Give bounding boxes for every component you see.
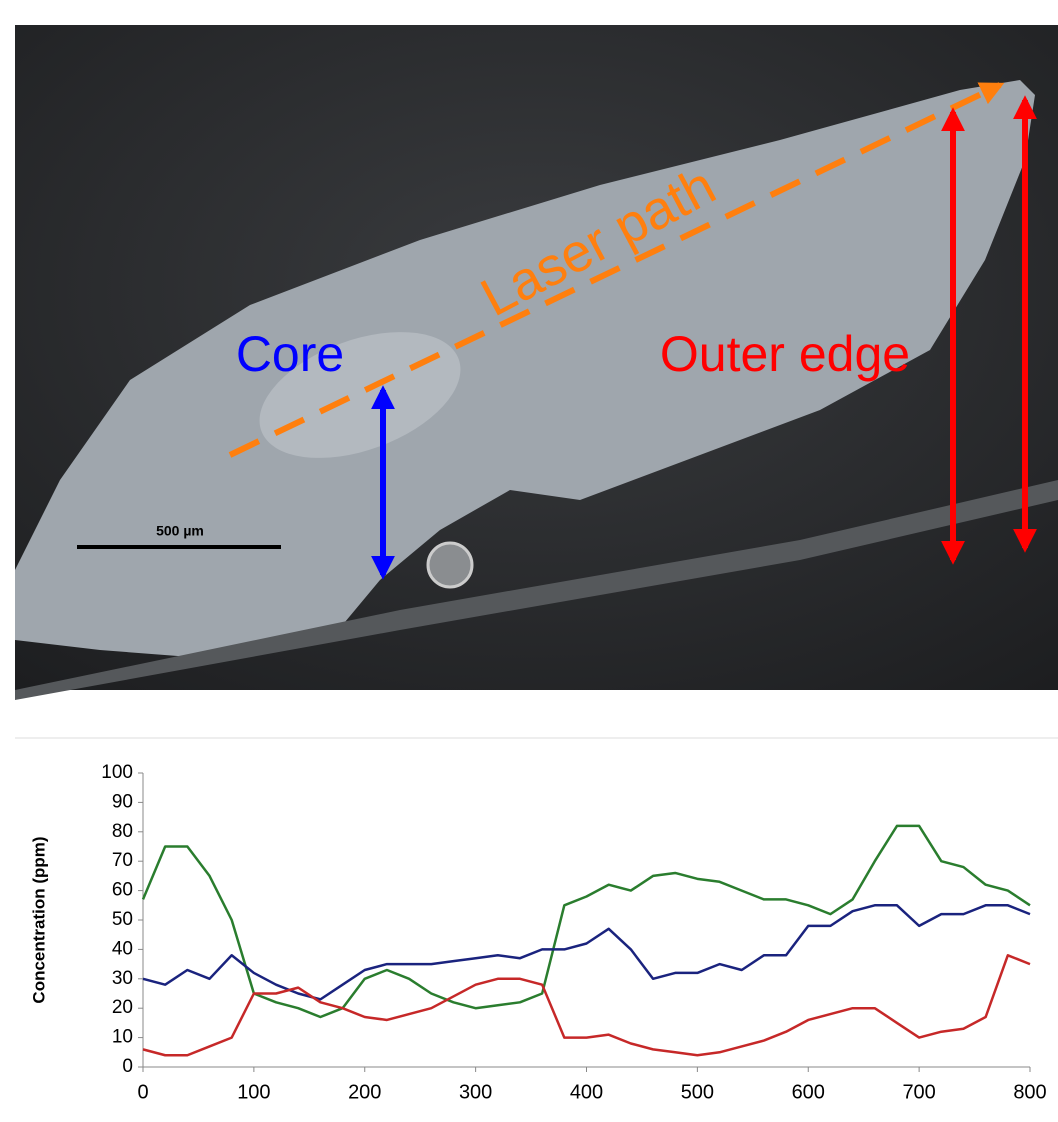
y-axis-label: Concentration (ppm) <box>29 836 48 1003</box>
edge-label: Outer edge <box>660 326 910 382</box>
y-tick-label: 30 <box>112 968 133 989</box>
core-label: Core <box>236 326 344 382</box>
y-tick-label: 20 <box>112 997 133 1018</box>
y-tick-label: 90 <box>112 791 133 812</box>
y-tick-label: 70 <box>112 850 133 871</box>
x-tick-label: 600 <box>792 1081 825 1103</box>
y-tick-label: 0 <box>122 1056 133 1077</box>
x-tick-label: 700 <box>902 1081 935 1103</box>
series-line <box>143 955 1030 1055</box>
x-tick-label: 100 <box>237 1081 270 1103</box>
y-tick-label: 100 <box>101 762 133 783</box>
x-tick-label: 400 <box>570 1081 603 1103</box>
y-tick-label: 80 <box>112 821 133 842</box>
series-line <box>143 905 1030 999</box>
x-tick-label: 200 <box>348 1081 381 1103</box>
bubble <box>428 543 472 587</box>
x-tick-label: 800 <box>1013 1081 1046 1103</box>
series-line <box>143 826 1030 1017</box>
y-tick-label: 40 <box>112 938 133 959</box>
x-tick-label: 500 <box>681 1081 714 1103</box>
x-tick-label: 0 <box>137 1081 148 1103</box>
y-tick-label: 10 <box>112 1027 133 1048</box>
plot: 0 10 20 30 40 50 60 70 80 90 100 0 100 200 300 400 500 60… <box>101 762 1046 1103</box>
photo: 500 µm Laser path Core Outer edge <box>15 25 1058 700</box>
y-tick-label: 50 <box>112 909 133 930</box>
figure: 500 µm Laser path Core Outer edge 0 10 20 3… <box>0 0 1058 1122</box>
x-tick-label: 300 <box>459 1081 492 1103</box>
y-tick-label: 60 <box>112 880 133 901</box>
scale-label: 500 µm <box>156 523 204 539</box>
